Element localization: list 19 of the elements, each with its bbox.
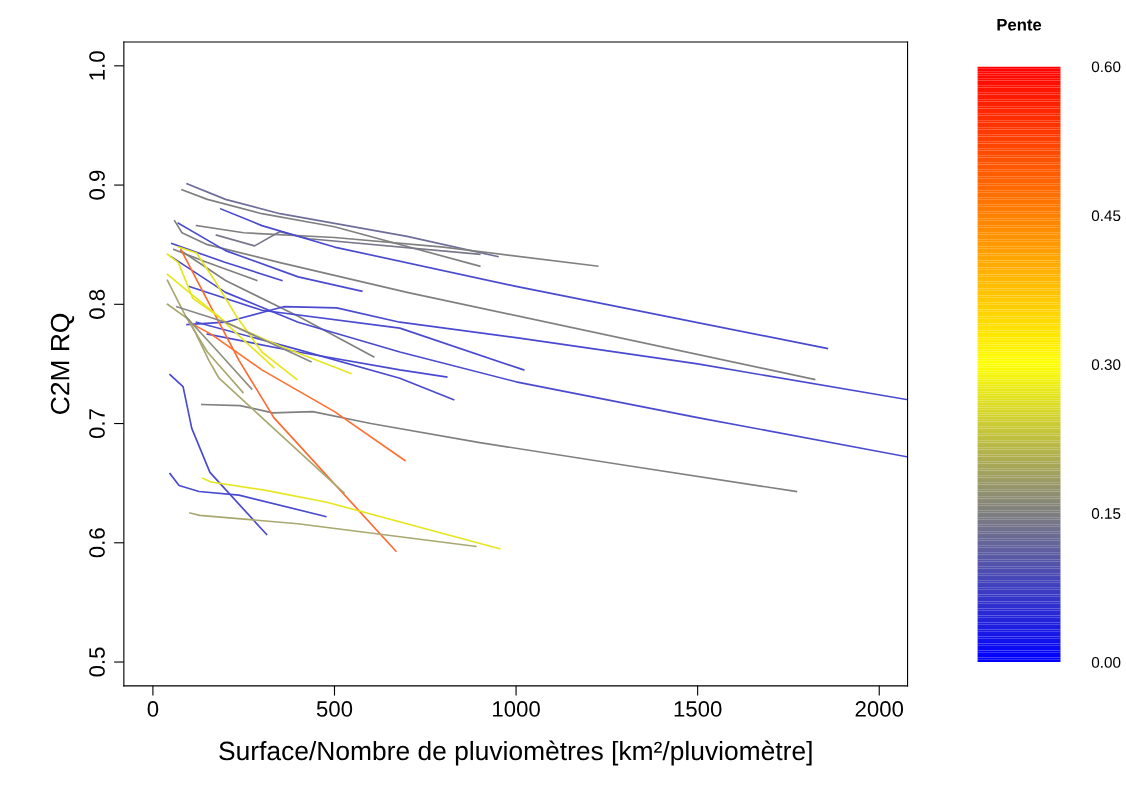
- x-tick-label: 500: [316, 701, 353, 717]
- y-tick-label: 0.8: [89, 289, 105, 319]
- y-tick-label: 0.6: [89, 528, 105, 558]
- x-tick-label: 1000: [493, 701, 540, 717]
- y-tick-label: 0.9: [89, 170, 105, 200]
- color-bar-label: 0.30: [1091, 359, 1121, 371]
- color-bar-title: Pente: [997, 18, 1042, 31]
- y-tick-label: 0.7: [89, 409, 105, 439]
- color-bar-label: 0.00: [1091, 656, 1121, 668]
- x-tick-label: 0: [147, 701, 159, 717]
- color-bar-label: 0.15: [1091, 508, 1121, 519]
- x-tick-label: 1500: [674, 701, 722, 717]
- color-bar-label: 0.45: [1091, 210, 1121, 222]
- y-tick-label: 0.5: [89, 647, 105, 677]
- y-tick-label: 1.0: [89, 51, 105, 80]
- color-bar-label: 0.60: [1091, 61, 1121, 73]
- x-axis-title: Surface/Nombre de pluviomètres [km²/pluviomètre]: [219, 740, 812, 766]
- x-tick-label: 2000: [855, 701, 904, 717]
- y-axis-title: C2M RQ: [50, 313, 75, 414]
